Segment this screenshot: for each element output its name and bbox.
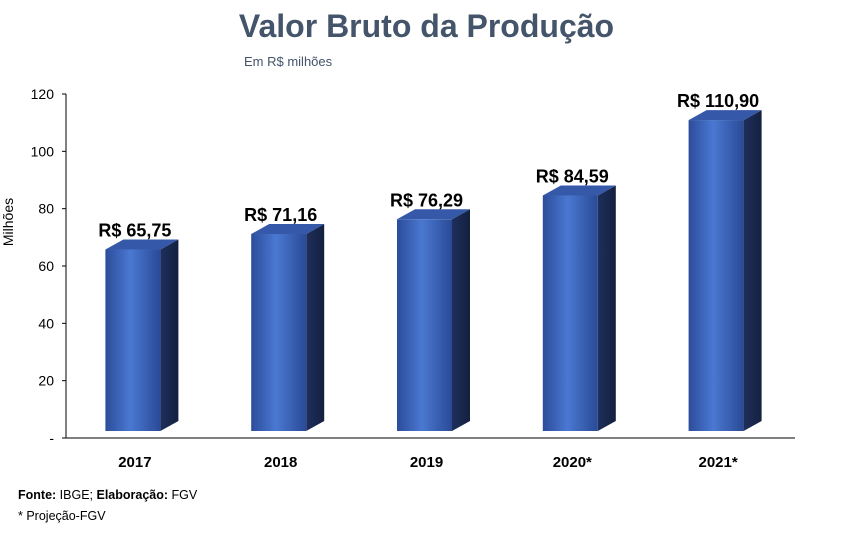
- bar-top: [688, 110, 762, 121]
- bar-top: [251, 224, 325, 235]
- bar: [542, 195, 598, 431]
- data-label: R$ 65,75: [98, 221, 171, 241]
- credit-label: Elaboração:: [96, 488, 169, 502]
- x-tick-label: 2018: [264, 454, 297, 471]
- source-note: Fonte: IBGE; Elaboração: FGV: [18, 488, 197, 502]
- bar-side: [160, 239, 179, 431]
- data-label: R$ 84,59: [536, 167, 609, 187]
- data-label: R$ 76,29: [390, 190, 463, 210]
- x-tick-label: 2020*: [553, 454, 592, 471]
- bar: [105, 249, 161, 431]
- data-label: R$ 71,16: [244, 205, 317, 225]
- bar: [251, 234, 307, 431]
- x-tick-label: 2021*: [698, 454, 737, 471]
- chart-title: Valor Bruto da Produção: [238, 8, 615, 44]
- data-label: R$ 110,90: [677, 91, 759, 111]
- y-tick-label: 20: [38, 373, 54, 389]
- y-tick-label: 100: [31, 143, 55, 159]
- bar-side: [597, 185, 616, 431]
- y-tick-label: 60: [38, 258, 54, 274]
- bar-side: [452, 209, 470, 431]
- bar-top: [397, 209, 470, 220]
- projection-note: * Projeção-FGV: [18, 509, 106, 523]
- y-tick-label: 40: [38, 315, 54, 331]
- credit-value: FGV: [168, 488, 198, 502]
- bar-top: [542, 185, 616, 196]
- bar: [397, 219, 452, 431]
- source-value: IBGE;: [56, 488, 97, 502]
- labels: R$ 65,75 2017 R$ 71,16 2018 R$ 76,29 2019 R$ 8…: [98, 91, 759, 471]
- y-tick-label: 120: [31, 86, 55, 102]
- y-tick-label: 80: [38, 201, 54, 217]
- bar-side: [306, 224, 325, 431]
- y-tick-label: -: [49, 430, 54, 446]
- y-axis-title: Milhões: [0, 198, 16, 246]
- x-tick-label: 2019: [410, 454, 443, 471]
- bar-top: [105, 239, 179, 250]
- bar-side: [743, 110, 762, 431]
- axes: - 20 40 60 80 100 120 Milhões: [0, 86, 795, 446]
- bars: [105, 110, 762, 431]
- source-label: Fonte:: [18, 488, 57, 502]
- bar: [688, 120, 744, 431]
- x-tick-label: 2017: [118, 454, 151, 471]
- chart-subtitle: Em R$ milhões: [244, 54, 333, 69]
